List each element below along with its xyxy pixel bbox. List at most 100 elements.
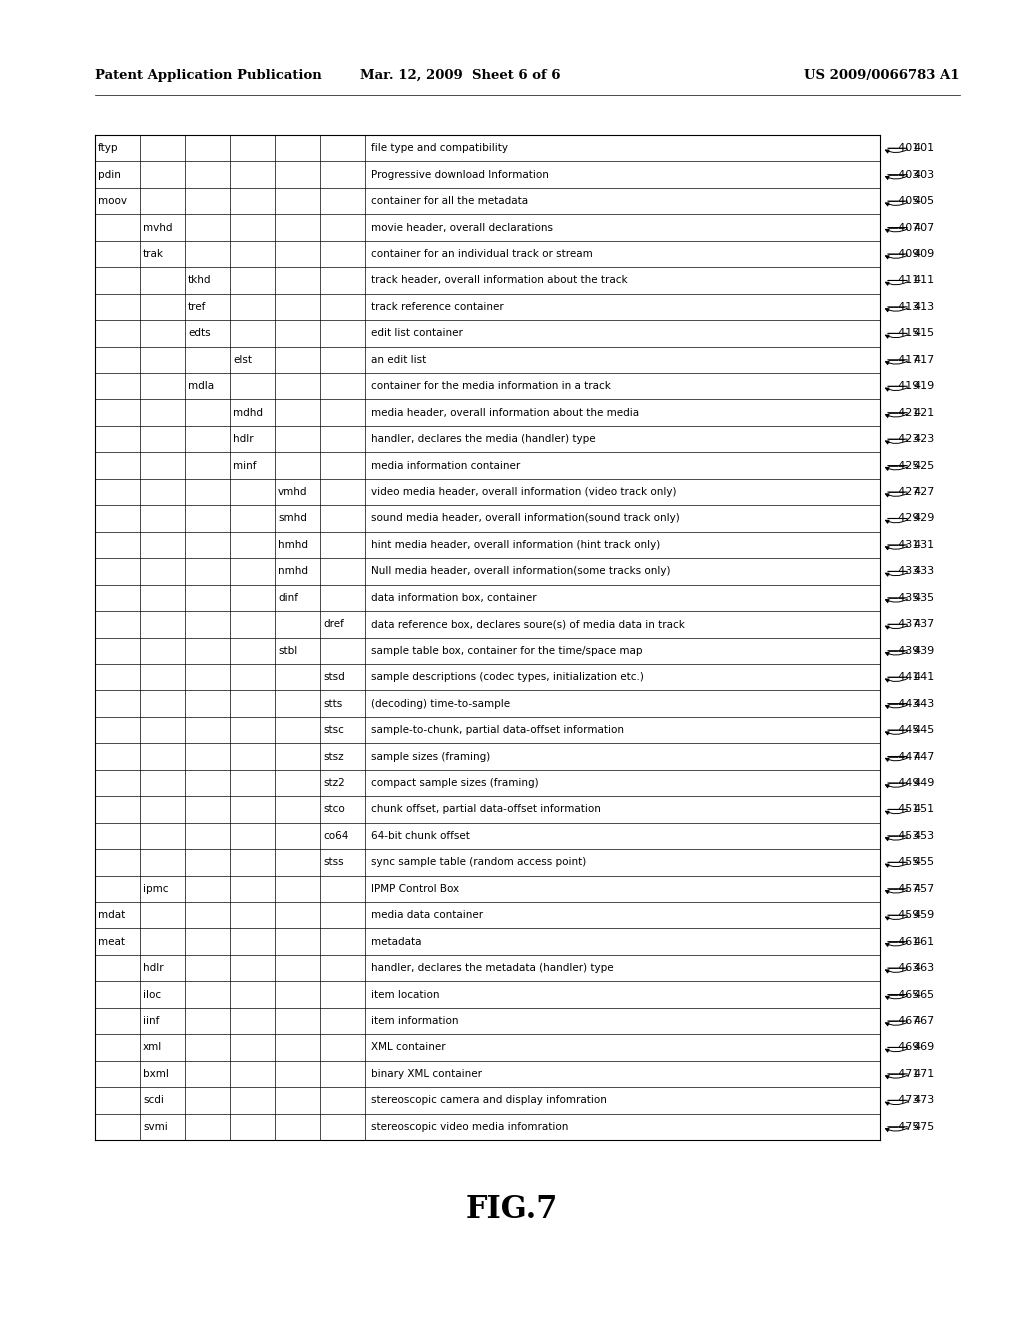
Text: (decoding) time-to-sample: (decoding) time-to-sample: [371, 698, 510, 709]
Text: hmhd: hmhd: [278, 540, 308, 550]
Text: 403: 403: [913, 170, 934, 180]
Text: —405: —405: [887, 197, 920, 206]
Text: —415: —415: [887, 329, 920, 338]
Text: 451: 451: [913, 804, 934, 814]
Text: 441: 441: [913, 672, 934, 682]
Text: —471: —471: [887, 1069, 920, 1078]
Text: video media header, overall information (video track only): video media header, overall information …: [371, 487, 677, 498]
Text: item location: item location: [371, 990, 439, 999]
Text: —447: —447: [887, 751, 920, 762]
Text: media information container: media information container: [371, 461, 520, 471]
Text: edit list container: edit list container: [371, 329, 463, 338]
Text: 439: 439: [913, 645, 934, 656]
Text: iloc: iloc: [143, 990, 161, 999]
Text: 445: 445: [913, 725, 934, 735]
Text: 429: 429: [913, 513, 934, 524]
Text: —423: —423: [887, 434, 920, 444]
Text: 463: 463: [913, 964, 934, 973]
Text: sync sample table (random access point): sync sample table (random access point): [371, 857, 587, 867]
Text: track header, overall information about the track: track header, overall information about …: [371, 276, 628, 285]
Text: 475: 475: [913, 1122, 934, 1131]
Text: —469: —469: [887, 1043, 920, 1052]
Text: container for the media information in a track: container for the media information in a…: [371, 381, 611, 391]
Text: 413: 413: [913, 302, 934, 312]
Text: svmi: svmi: [143, 1122, 168, 1131]
Text: mdhd: mdhd: [233, 408, 263, 417]
Text: hdlr: hdlr: [233, 434, 254, 444]
Text: 455: 455: [913, 857, 934, 867]
Text: iinf: iinf: [143, 1016, 160, 1026]
Text: Progressive download Information: Progressive download Information: [371, 170, 549, 180]
Text: handler, declares the media (handler) type: handler, declares the media (handler) ty…: [371, 434, 596, 444]
Text: moov: moov: [98, 197, 127, 206]
Text: —459: —459: [887, 911, 920, 920]
Text: 415: 415: [913, 329, 934, 338]
Text: —419: —419: [887, 381, 920, 391]
Text: 461: 461: [913, 937, 934, 946]
Text: 409: 409: [913, 249, 934, 259]
Text: ipmc: ipmc: [143, 884, 169, 894]
Text: ftyp: ftyp: [98, 144, 119, 153]
Text: dref: dref: [323, 619, 344, 630]
Text: —437: —437: [887, 619, 920, 630]
Text: —461: —461: [887, 937, 920, 946]
Text: 433: 433: [913, 566, 934, 577]
Text: 423: 423: [913, 434, 934, 444]
Text: meat: meat: [98, 937, 125, 946]
Text: tref: tref: [188, 302, 207, 312]
Text: 467: 467: [913, 1016, 934, 1026]
Text: an edit list: an edit list: [371, 355, 426, 364]
Text: binary XML container: binary XML container: [371, 1069, 482, 1078]
Text: XML container: XML container: [371, 1043, 445, 1052]
Text: movie header, overall declarations: movie header, overall declarations: [371, 223, 553, 232]
Text: —401: —401: [887, 144, 920, 153]
Text: 471: 471: [913, 1069, 934, 1078]
Text: IPMP Control Box: IPMP Control Box: [371, 884, 459, 894]
Text: —445: —445: [887, 725, 920, 735]
Text: 401: 401: [913, 144, 934, 153]
Text: —421: —421: [887, 408, 920, 417]
Text: FIG.7: FIG.7: [466, 1195, 558, 1225]
Text: data reference box, declares soure(s) of media data in track: data reference box, declares soure(s) of…: [371, 619, 685, 630]
Text: scdi: scdi: [143, 1096, 164, 1105]
Text: —463: —463: [887, 964, 920, 973]
Text: 447: 447: [913, 751, 934, 762]
Text: —473: —473: [887, 1096, 920, 1105]
Text: stss: stss: [323, 857, 344, 867]
Text: track reference container: track reference container: [371, 302, 504, 312]
Text: —431: —431: [887, 540, 920, 550]
Text: sound media header, overall information(sound track only): sound media header, overall information(…: [371, 513, 680, 524]
Text: xml: xml: [143, 1043, 162, 1052]
Text: —475: —475: [887, 1122, 920, 1131]
Text: media data container: media data container: [371, 911, 483, 920]
Text: compact sample sizes (framing): compact sample sizes (framing): [371, 777, 539, 788]
Text: —449: —449: [887, 777, 920, 788]
Text: stsd: stsd: [323, 672, 345, 682]
Text: 437: 437: [913, 619, 934, 630]
Text: —411: —411: [887, 276, 920, 285]
Text: pdin: pdin: [98, 170, 121, 180]
Text: 449: 449: [913, 777, 934, 788]
Text: 435: 435: [913, 593, 934, 603]
Text: Null media header, overall information(some tracks only): Null media header, overall information(s…: [371, 566, 671, 577]
Text: sample table box, container for the time/space map: sample table box, container for the time…: [371, 645, 642, 656]
Text: trak: trak: [143, 249, 164, 259]
Text: bxml: bxml: [143, 1069, 169, 1078]
Text: container for all the metadata: container for all the metadata: [371, 197, 528, 206]
Text: 427: 427: [913, 487, 934, 498]
Text: co64: co64: [323, 830, 348, 841]
Text: sample-to-chunk, partial data-offset information: sample-to-chunk, partial data-offset inf…: [371, 725, 624, 735]
Text: 419: 419: [913, 381, 934, 391]
Text: —451: —451: [887, 804, 920, 814]
Text: —455: —455: [887, 857, 920, 867]
Text: metadata: metadata: [371, 937, 422, 946]
Text: 443: 443: [913, 698, 934, 709]
Text: —457: —457: [887, 884, 920, 894]
Text: tkhd: tkhd: [188, 276, 212, 285]
Text: US 2009/0066783 A1: US 2009/0066783 A1: [805, 69, 961, 82]
Text: stereoscopic video media infomration: stereoscopic video media infomration: [371, 1122, 568, 1131]
Text: —407: —407: [887, 223, 920, 232]
Text: 421: 421: [913, 408, 934, 417]
Text: —427: —427: [887, 487, 920, 498]
Text: handler, declares the metadata (handler) type: handler, declares the metadata (handler)…: [371, 964, 613, 973]
